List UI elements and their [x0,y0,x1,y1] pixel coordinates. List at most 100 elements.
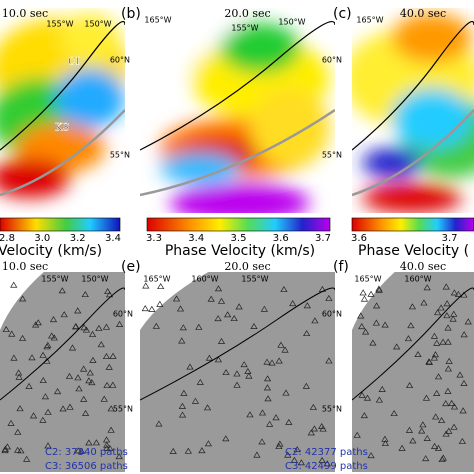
station [263,375,272,382]
station [405,426,414,433]
station [266,420,274,427]
panel-label: (e) [121,259,141,275]
station [359,289,367,296]
station [450,403,459,410]
station [307,429,315,436]
station [142,282,150,289]
station [303,330,311,337]
station [318,456,326,463]
station [1,447,9,454]
station [245,372,253,379]
station [203,404,212,411]
station [32,321,40,328]
station [195,323,203,330]
station [157,283,165,290]
station [86,369,94,376]
station [434,444,443,451]
station [60,311,68,318]
lat-label: 60°N [322,310,342,319]
station [222,368,230,376]
station [68,344,77,351]
period: 20.0 sec [224,7,270,20]
velocity-blob [250,88,330,168]
colorbar-tick: 3.7 [315,233,331,244]
station [439,338,447,345]
station [418,427,426,434]
path-count: C2: 37340 paths [45,447,128,458]
colorbar-label: Phase Velocity ( [358,243,469,259]
station [253,451,261,458]
panel-label: (c) [333,6,352,22]
station [406,382,414,389]
station [442,400,450,407]
velocity-blob [362,183,462,213]
station [450,423,458,430]
station [437,304,445,311]
station [65,372,74,379]
station [325,357,333,364]
station [105,291,114,298]
station [109,381,117,388]
station [357,312,365,319]
station [323,460,331,467]
station [48,332,56,339]
station [102,436,111,443]
station [28,354,36,361]
station [367,452,375,459]
station [235,303,243,310]
colorbar-tick: 3.6 [273,233,289,244]
station [419,421,427,428]
station [102,353,111,360]
no-path-area [140,272,209,330]
map [352,272,474,472]
station [445,427,453,434]
station [18,334,27,341]
station [80,395,88,402]
station [100,395,108,402]
lon-label: 155°W [46,20,73,29]
station [450,289,458,296]
station [431,351,440,358]
station [443,312,451,319]
velocity-blob [170,183,310,213]
coastline [140,21,335,151]
station [214,285,223,292]
station [275,357,283,364]
station [29,412,38,419]
station [318,422,326,430]
station [88,330,97,337]
map-bg [352,272,474,472]
station [460,379,468,386]
station [444,338,452,345]
station [375,396,384,403]
station [434,373,443,380]
velocity-blob [160,153,240,183]
station [442,283,450,290]
station [422,394,431,401]
station [443,300,451,307]
lat-label: 60°N [110,56,130,65]
station [445,357,453,364]
station [214,315,222,322]
no-path-area [352,272,395,330]
colorbar-label: Phase Velocity (km/s) [165,243,315,259]
station [107,426,115,433]
path-count: C2: 42377 paths [285,447,368,458]
station [373,302,381,309]
station [438,455,446,463]
region-label: CI [68,57,80,68]
coastline [140,287,335,401]
map [0,8,125,213]
station [95,324,103,331]
station [360,412,368,419]
station [81,291,89,298]
colorbar [0,217,121,232]
station [363,394,372,401]
station [425,358,433,365]
station [191,397,200,404]
station [244,367,252,374]
station [430,442,439,449]
station [156,300,164,307]
station [3,443,12,450]
